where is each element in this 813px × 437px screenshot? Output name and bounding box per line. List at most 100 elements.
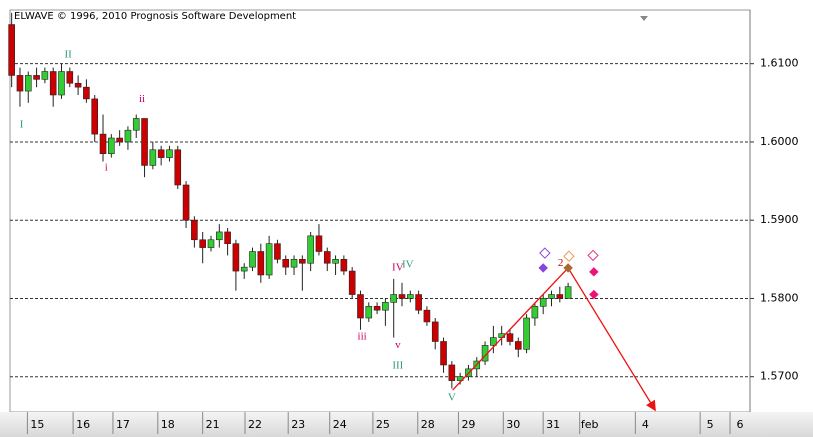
y-tick-label: 1.5800: [760, 291, 799, 304]
diamond-marker: [563, 263, 573, 273]
candle-body: [564, 286, 572, 299]
x-tick-label: 21: [206, 418, 220, 431]
diamond-marker: [538, 263, 548, 273]
candle-body: [215, 231, 223, 241]
candle-body: [332, 259, 339, 264]
candle-body: [66, 71, 74, 84]
candle-body: [16, 75, 24, 92]
wave-label: iii: [358, 330, 367, 342]
candle-body: [282, 259, 290, 268]
candle-body: [58, 71, 65, 96]
candle-body: [315, 235, 323, 252]
candle-body: [157, 149, 165, 158]
candle-body: [232, 243, 240, 272]
wave-label: 2: [558, 257, 564, 269]
menu-triangle[interactable]: [640, 16, 648, 21]
x-tick-label: 5: [707, 418, 714, 431]
wave-label: II: [64, 49, 72, 61]
wave-label: ii: [139, 93, 145, 105]
x-axis-band: [0, 412, 813, 437]
x-tick-label: 28: [421, 418, 435, 431]
candle-body: [132, 118, 140, 131]
candle-body: [249, 251, 256, 268]
diamond-marker: [587, 249, 599, 262]
candle-body: [531, 305, 539, 319]
x-tick-label: 15: [30, 418, 44, 431]
candle-body: [108, 137, 115, 154]
diamond-marker: [589, 289, 599, 300]
candle-body: [224, 231, 231, 244]
diamond-marker: [539, 247, 551, 259]
candle-body: [207, 239, 215, 248]
x-tick-label: 25: [376, 418, 390, 431]
candle-body: [415, 294, 422, 311]
candle-body: [8, 24, 15, 76]
candle-body: [390, 294, 398, 303]
candle-body: [373, 305, 381, 311]
x-tick-label: 31: [546, 418, 560, 431]
candle-body: [257, 251, 265, 276]
wave-label: IV: [402, 258, 414, 270]
wave-label: IV: [392, 261, 404, 273]
candle-body: [490, 337, 497, 346]
candle-body: [340, 259, 348, 272]
x-tick-label: 16: [76, 418, 90, 431]
x-tick-label: 23: [291, 418, 305, 431]
candle-body: [290, 259, 298, 268]
candle-body: [423, 309, 431, 323]
candle-body: [323, 251, 331, 264]
y-tick-label: 1.6000: [760, 135, 799, 148]
candle-body: [41, 71, 49, 80]
candle-body: [149, 149, 157, 166]
x-tick-label: 6: [737, 418, 744, 431]
candle-body: [174, 149, 182, 186]
candle-body: [506, 333, 514, 342]
y-tick-label: 1.5900: [760, 213, 799, 226]
diamond-marker: [589, 267, 599, 277]
candle-body: [382, 302, 389, 311]
wave-label: III: [392, 359, 403, 371]
candle-body: [265, 243, 273, 276]
candle-body: [240, 266, 248, 272]
x-tick-label: 17: [116, 418, 130, 431]
x-tick-label: 18: [161, 418, 175, 431]
wave-label: V: [448, 391, 456, 403]
x-tick-label: 30: [506, 418, 520, 431]
candle-body: [83, 86, 90, 100]
candle-body: [299, 259, 306, 264]
candle-body: [166, 149, 173, 158]
candle-body: [556, 294, 564, 299]
candle-body: [431, 321, 439, 342]
candle-body: [74, 82, 82, 88]
candle-body: [182, 184, 190, 221]
candle-body: [440, 341, 447, 366]
candle-body: [99, 133, 107, 154]
candle-body: [307, 235, 314, 264]
x-tick-label: 4: [642, 418, 649, 431]
x-tick-label: feb: [581, 418, 599, 431]
candle-body: [365, 305, 373, 319]
candle-body: [24, 75, 32, 92]
chart-title: ELWAVE © 1996, 2010 Prognosis Software D…: [14, 11, 296, 22]
candle-body: [548, 294, 555, 299]
wave-label: v: [395, 339, 401, 351]
candle-body: [141, 118, 148, 166]
x-tick-label: 22: [248, 418, 262, 431]
candle-body: [124, 129, 132, 143]
y-tick-label: 1.5700: [760, 370, 799, 383]
candle-body: [357, 294, 364, 319]
candle-body: [91, 98, 99, 135]
candle-body: [398, 294, 406, 299]
candle-body: [33, 75, 40, 80]
candle-body: [523, 317, 530, 350]
x-tick-label: 24: [333, 418, 347, 431]
candle-body: [199, 239, 206, 248]
candle-body: [514, 341, 522, 350]
diamond-marker: [563, 250, 575, 262]
candle-body: [448, 364, 456, 381]
wave-label: I: [20, 118, 24, 130]
candle-body: [116, 137, 123, 143]
candle-body: [191, 219, 198, 241]
x-tick-label: 29: [461, 418, 475, 431]
